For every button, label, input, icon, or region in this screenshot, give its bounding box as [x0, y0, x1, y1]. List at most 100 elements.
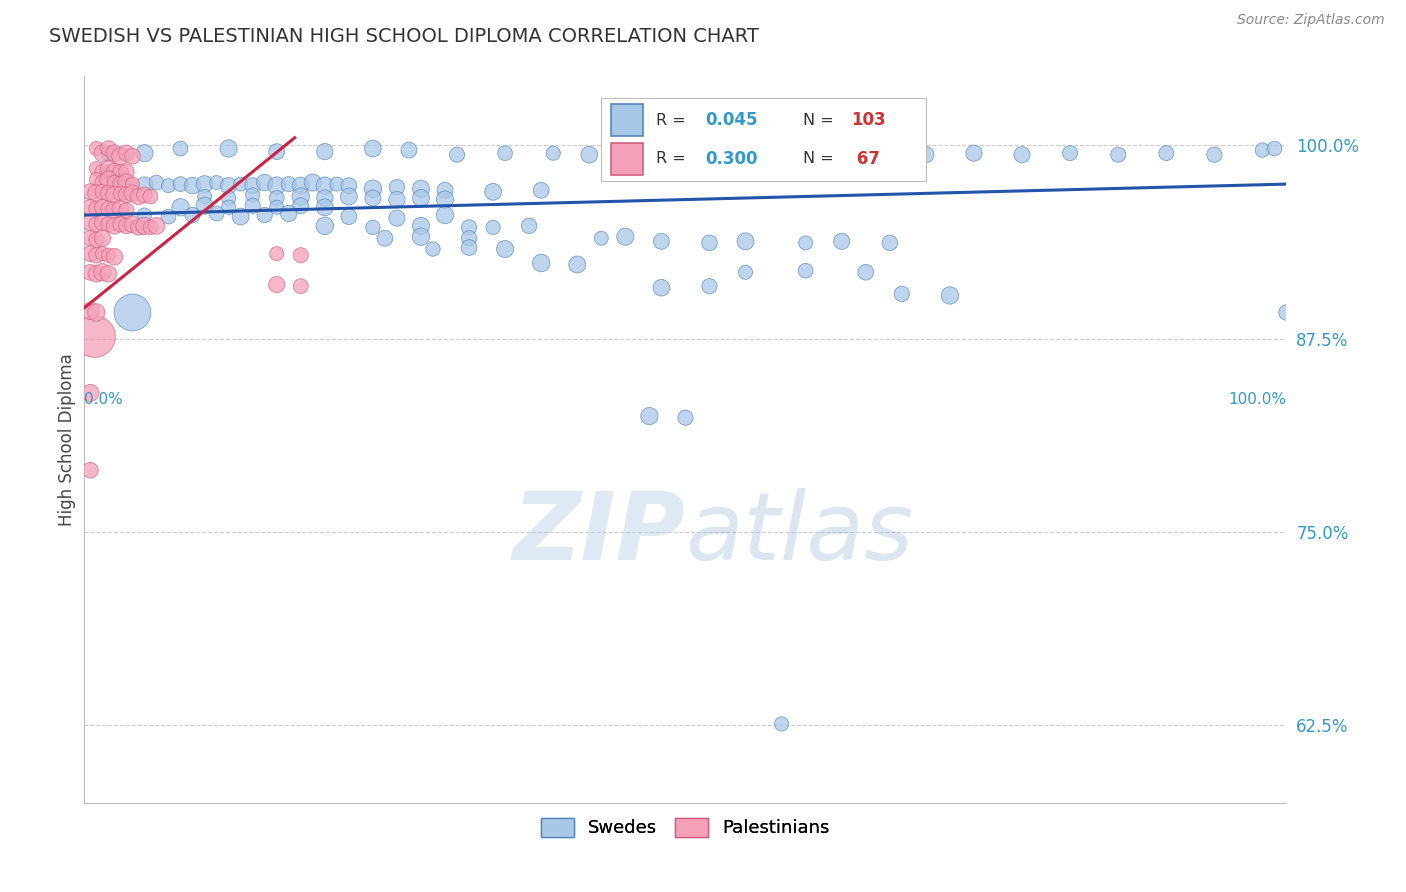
Point — [127, 189, 149, 203]
Point — [1251, 143, 1274, 157]
Point — [723, 147, 745, 161]
Point — [398, 143, 420, 157]
Point — [91, 216, 114, 230]
Point — [157, 210, 180, 224]
Point — [169, 142, 191, 156]
Point — [134, 208, 156, 222]
Point — [277, 177, 299, 191]
Point — [1275, 305, 1298, 319]
Point — [650, 281, 672, 295]
Point — [86, 217, 108, 231]
Point — [290, 189, 312, 203]
Point — [301, 176, 323, 190]
Point — [79, 304, 101, 318]
Point — [337, 189, 360, 203]
Point — [97, 217, 120, 231]
Text: 100.0%: 100.0% — [1229, 392, 1286, 407]
Point — [361, 191, 384, 205]
Point — [218, 142, 240, 156]
Point — [110, 202, 132, 216]
Point — [591, 231, 613, 245]
Point — [157, 178, 180, 193]
Point — [458, 231, 481, 245]
Point — [675, 145, 697, 159]
Point — [121, 305, 143, 319]
Point — [115, 188, 138, 202]
Point — [482, 220, 505, 235]
Point — [103, 146, 125, 161]
Point — [86, 233, 108, 247]
Point — [97, 161, 120, 176]
Point — [110, 186, 132, 201]
Point — [361, 220, 384, 235]
Point — [290, 178, 312, 193]
Point — [277, 206, 299, 220]
Point — [91, 246, 114, 260]
Point — [253, 176, 276, 190]
Point — [530, 256, 553, 270]
Point — [110, 177, 132, 191]
Point — [494, 146, 516, 161]
Point — [326, 177, 349, 191]
Point — [194, 199, 217, 213]
Point — [115, 203, 138, 218]
Point — [266, 191, 288, 205]
Legend: Swedes, Palestinians: Swedes, Palestinians — [534, 811, 837, 845]
Point — [314, 191, 336, 205]
Point — [91, 146, 114, 161]
Point — [86, 161, 108, 176]
Point — [139, 220, 162, 235]
Point — [361, 182, 384, 196]
Point — [242, 199, 264, 213]
Point — [229, 177, 252, 191]
Point — [79, 185, 101, 199]
Point — [205, 176, 228, 190]
Point — [127, 220, 149, 235]
Point — [103, 188, 125, 202]
Point — [734, 265, 756, 279]
Point — [91, 176, 114, 190]
Point — [218, 178, 240, 193]
Point — [434, 208, 457, 222]
Y-axis label: High School Diploma: High School Diploma — [58, 353, 76, 525]
Text: Source: ZipAtlas.com: Source: ZipAtlas.com — [1237, 13, 1385, 28]
Point — [1204, 147, 1226, 161]
Point — [121, 149, 143, 163]
Point — [434, 183, 457, 197]
Point — [422, 242, 444, 256]
Point — [770, 146, 793, 161]
Point — [110, 166, 132, 180]
Text: ZIP: ZIP — [513, 488, 686, 580]
Point — [103, 176, 125, 190]
Point — [266, 145, 288, 159]
Point — [314, 219, 336, 233]
Point — [963, 146, 986, 161]
Point — [374, 231, 396, 245]
Point — [169, 177, 191, 191]
Point — [541, 146, 564, 161]
Point — [205, 206, 228, 220]
Point — [409, 191, 432, 205]
Point — [614, 229, 637, 244]
Point — [770, 717, 793, 731]
Point — [83, 328, 105, 343]
Point — [1011, 147, 1033, 161]
Text: 0.0%: 0.0% — [84, 392, 124, 407]
Point — [385, 193, 408, 207]
Point — [361, 142, 384, 156]
Point — [181, 208, 204, 222]
Point — [866, 146, 889, 161]
Point — [290, 279, 312, 293]
Point — [194, 189, 217, 203]
Point — [253, 208, 276, 222]
Point — [494, 242, 516, 256]
Point — [458, 220, 481, 235]
Point — [86, 172, 108, 186]
Point — [139, 189, 162, 203]
Point — [86, 202, 108, 216]
Point — [578, 147, 600, 161]
Text: atlas: atlas — [686, 488, 914, 579]
Point — [266, 277, 288, 292]
Point — [266, 200, 288, 214]
Text: SWEDISH VS PALESTINIAN HIGH SCHOOL DIPLOMA CORRELATION CHART: SWEDISH VS PALESTINIAN HIGH SCHOOL DIPLO… — [49, 27, 759, 45]
